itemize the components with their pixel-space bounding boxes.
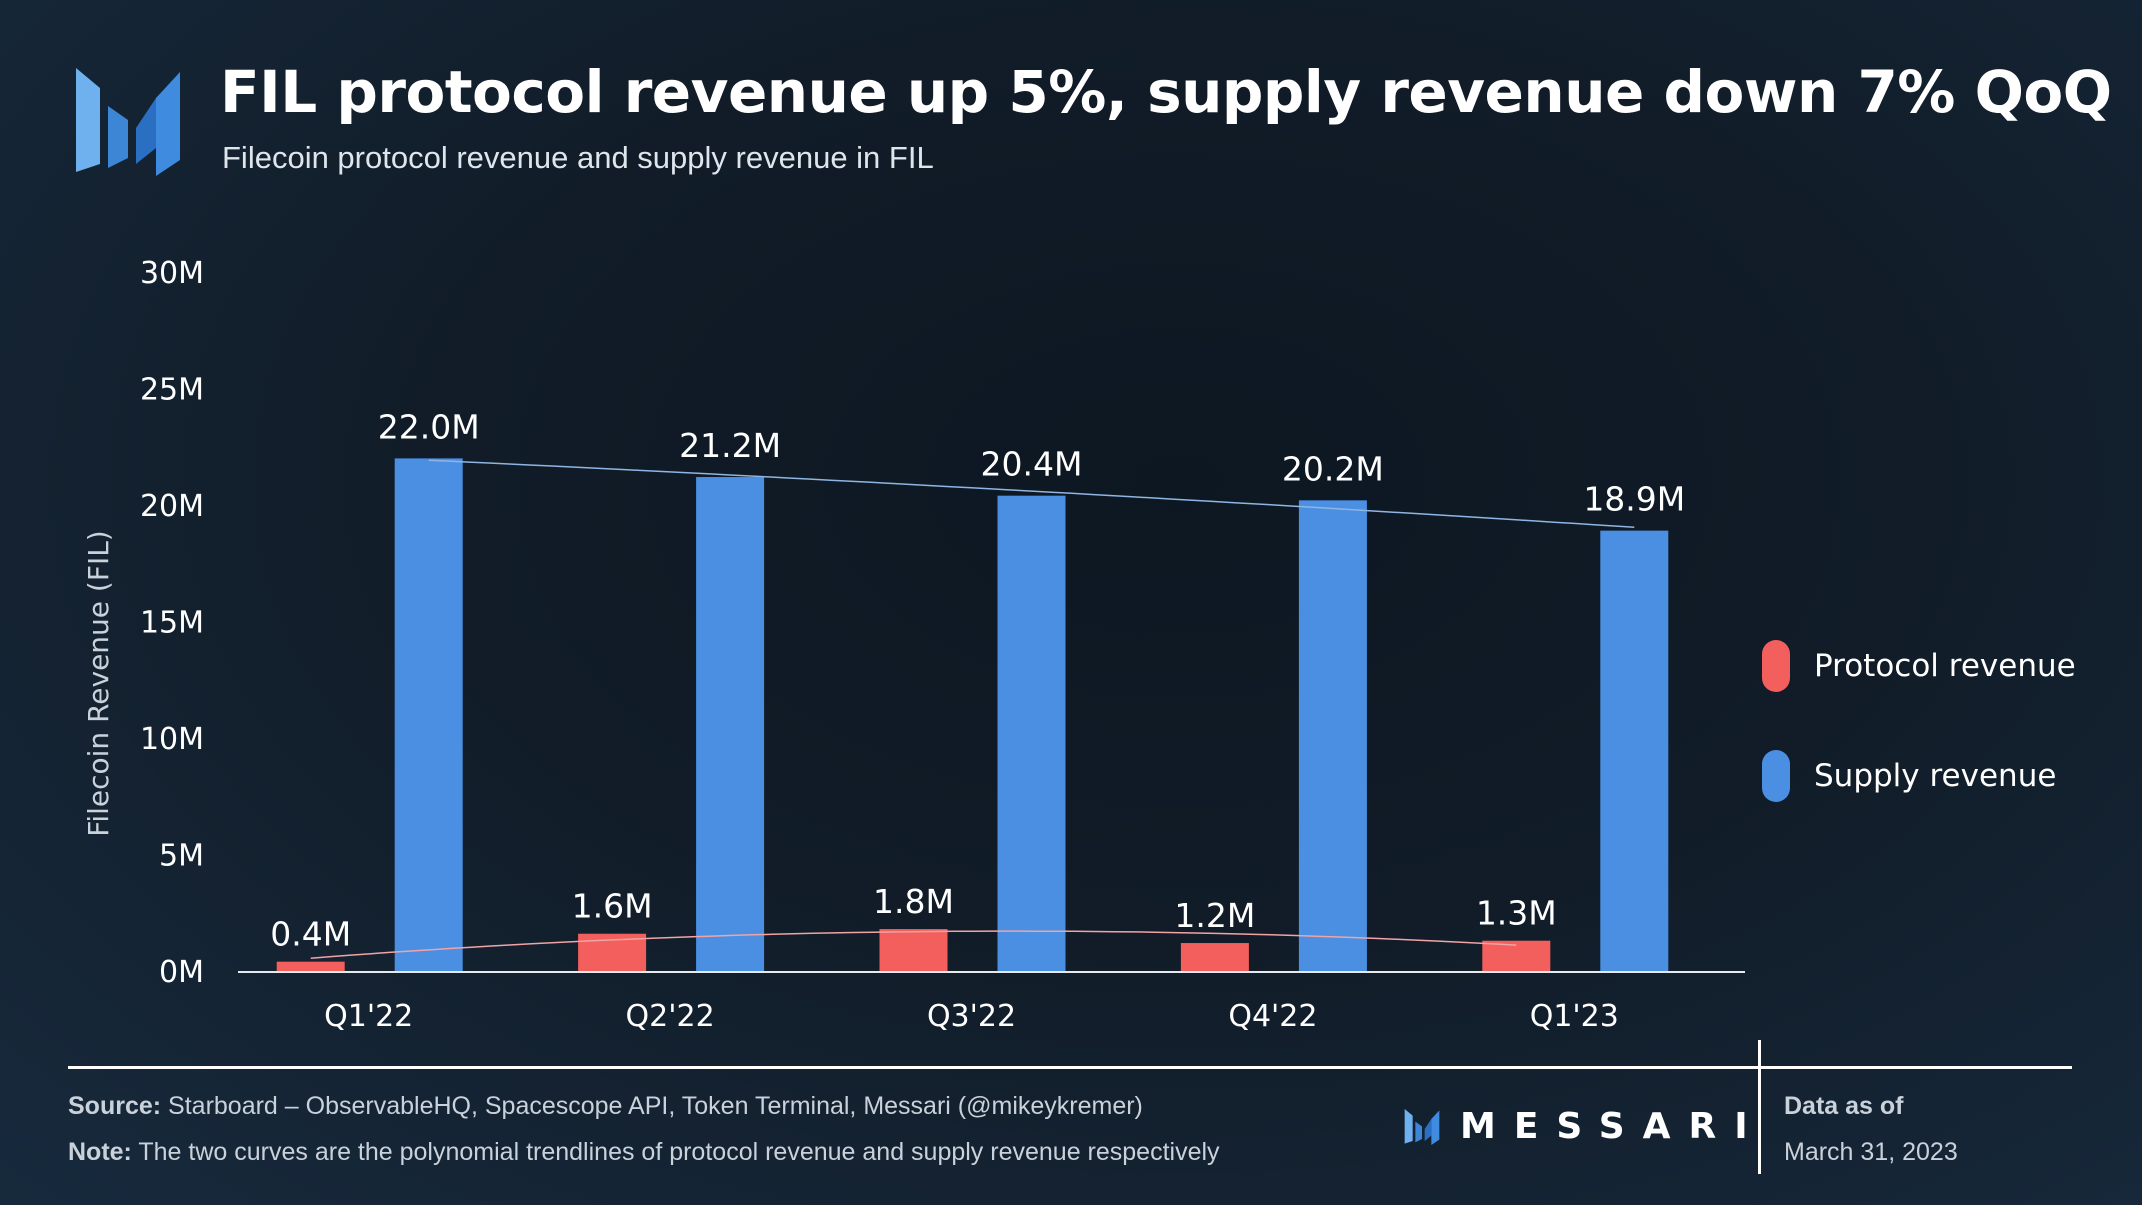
messari-logo-icon <box>76 68 180 176</box>
y-tick-label: 10M <box>140 722 204 757</box>
protocol-value-label: 1.6M <box>572 887 653 926</box>
y-tick-label: 25M <box>140 373 204 408</box>
protocol-revenue-bar <box>1180 943 1249 971</box>
supply-trendline <box>428 459 1635 529</box>
supply-value-label: 20.2M <box>1282 449 1384 488</box>
protocol-value-label: 1.3M <box>1476 894 1557 933</box>
footer-divider <box>68 1066 2072 1069</box>
y-axis-title: Filecoin Revenue (FIL) <box>82 530 115 836</box>
legend-label-protocol: Protocol revenue <box>1814 648 2076 684</box>
protocol-value-label: 1.2M <box>1174 896 1255 935</box>
bar-chart: 0M 5M 10M 15M 20M 25M 30M Filecoin Revenue (FIL… <box>82 256 1745 1034</box>
supply-swatch <box>1762 750 1790 802</box>
messari-brand: MESSARI <box>1402 1106 1766 1147</box>
protocol-revenue-bar <box>276 961 345 971</box>
protocol-swatch <box>1762 640 1790 692</box>
x-tick-label: Q1'23 <box>1530 999 1619 1034</box>
footer-vertical-divider <box>1758 1040 1761 1174</box>
legend-item-protocol[interactable]: Protocol revenue <box>1762 640 2076 692</box>
protocol-revenue-bar <box>1482 940 1551 971</box>
protocol-trendline <box>310 930 1517 959</box>
supply-value-label: 21.2M <box>679 426 781 465</box>
brand-wordmark: MESSARI <box>1460 1106 1766 1147</box>
messari-small-logo-icon <box>1404 1108 1440 1145</box>
legend: Protocol revenue Supply revenue <box>1762 640 2076 860</box>
legend-item-supply[interactable]: Supply revenue <box>1762 750 2076 802</box>
x-tick-label: Q1'22 <box>324 999 413 1034</box>
y-tick-label: 0M <box>159 955 204 990</box>
supply-revenue-bar <box>394 458 463 971</box>
source-note: Source: Starboard – ObservableHQ, Spaces… <box>68 1092 1143 1120</box>
data-as-of-label: Data as of <box>1784 1092 1904 1120</box>
y-tick-label: 5M <box>159 839 204 874</box>
trendline-note: Note: The two curves are the polynomial … <box>68 1138 1220 1166</box>
legend-label-supply: Supply revenue <box>1814 758 2057 794</box>
y-tick-label: 15M <box>140 606 204 641</box>
chart-title: FIL protocol revenue up 5%, supply reven… <box>220 58 2112 126</box>
x-tick-label: Q3'22 <box>927 999 1016 1034</box>
supply-revenue-bar <box>696 477 765 971</box>
supply-value-label: 18.9M <box>1583 480 1685 519</box>
y-tick-label: 30M <box>140 256 204 291</box>
protocol-value-label: 0.4M <box>270 915 351 954</box>
x-tick-label: Q4'22 <box>1228 999 1317 1034</box>
supply-value-label: 22.0M <box>378 407 480 446</box>
data-date: March 31, 2023 <box>1784 1138 1958 1166</box>
y-tick-label: 20M <box>140 489 204 524</box>
protocol-revenue-bar <box>879 929 948 971</box>
supply-revenue-bar <box>1298 500 1367 971</box>
supply-revenue-bar <box>997 495 1066 971</box>
chart-subtitle: Filecoin protocol revenue and supply rev… <box>222 140 934 175</box>
supply-value-label: 20.4M <box>981 445 1083 484</box>
protocol-value-label: 1.8M <box>873 882 954 921</box>
x-tick-label: Q2'22 <box>626 999 715 1034</box>
supply-revenue-bar <box>1600 530 1669 971</box>
